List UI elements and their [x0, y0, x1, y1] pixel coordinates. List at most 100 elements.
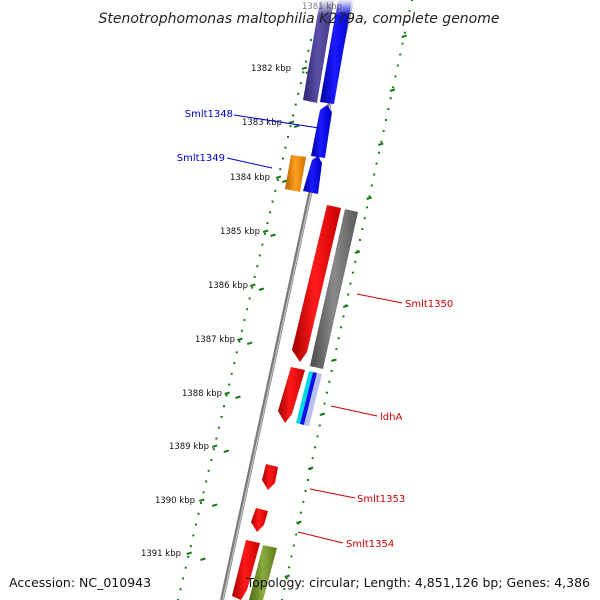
gene-label-ldha[interactable]: ldhA [380, 412, 402, 423]
guide-dot [311, 457, 314, 460]
guide-dot [299, 511, 302, 514]
guide-dot [276, 179, 279, 181]
guide-dot [294, 103, 297, 106]
guide-dot [380, 140, 383, 143]
guide-dot [356, 249, 359, 252]
gene-label-leaders [226, 114, 403, 544]
guide-dot [212, 448, 215, 451]
guide-dot [200, 502, 202, 505]
guide-dot [396, 64, 399, 67]
guide-dot [248, 297, 251, 300]
guide-dot [394, 75, 397, 78]
ruler-tick [223, 449, 230, 453]
guide-dot [385, 119, 387, 121]
guide-dot [297, 522, 300, 525]
gene-label-smlt1349[interactable]: Smlt1349 [177, 153, 225, 164]
guide-dot [307, 49, 310, 52]
ruler-tick [378, 142, 384, 146]
ruler-label: 1382 kbp [251, 64, 291, 74]
guide-dot [233, 362, 236, 365]
ruler-tick [250, 283, 256, 287]
gene-label-smlt1353[interactable]: Smlt1353 [357, 494, 405, 505]
guide-dot [299, 82, 302, 85]
guide-dot [363, 217, 366, 220]
guide-dot [330, 369, 333, 372]
guide-dot [202, 491, 205, 494]
cds-smlt1350 [292, 205, 341, 362]
feature-light-stripe [304, 373, 322, 426]
ruler-tick [235, 395, 241, 399]
ruler-tick [211, 444, 218, 448]
ruler-tick [200, 557, 206, 561]
feature-track [232, 0, 358, 600]
ruler-tick [224, 391, 230, 395]
feature-gray [310, 209, 358, 369]
guide-dot [403, 31, 406, 34]
ruler-tick [389, 88, 396, 92]
ruler-tick [301, 66, 308, 70]
ruler-tick [354, 250, 361, 254]
guide-dot [297, 92, 300, 95]
guide-dot [318, 424, 321, 427]
gene-label-smlt1350[interactable]: Smlt1350 [405, 299, 453, 310]
guide-dot [302, 71, 305, 74]
ruler-label: 1389 kbp [169, 442, 209, 452]
guide-dot [292, 544, 295, 547]
guide-dot [258, 254, 261, 257]
guide-dot [325, 391, 328, 394]
guide-dot [401, 42, 404, 45]
feature-orange [285, 155, 306, 192]
ruler-tick [186, 551, 192, 555]
ruler-label: 1391 kbp [141, 549, 181, 559]
guide-dot [359, 239, 361, 241]
gene-labels: Smlt1348 Smlt1349 Smlt1350 ldhA Smlt1353… [177, 109, 454, 550]
guide-dot [284, 146, 287, 149]
guide-dot [347, 293, 350, 296]
guide-dot [354, 260, 357, 263]
guide-dot [290, 555, 293, 558]
guide-dot [349, 282, 352, 285]
guide-dot [182, 577, 185, 580]
guide-dot [328, 380, 331, 383]
guide-dot [310, 39, 312, 41]
cds-forward-1 [320, 0, 352, 104]
guide-dot [285, 577, 288, 580]
cds-reverse-bottom [232, 540, 260, 600]
guide-dot [366, 206, 369, 209]
ruler-label: 1384 kbp [230, 173, 270, 183]
ruler-labels: 1382 kbp 1383 kbp 1384 kbp 1385 kbp 1386… [141, 64, 291, 559]
ruler-tick [296, 520, 302, 524]
topology-label: Topology: circular; Length: 4,851,126 bp… [246, 575, 590, 590]
guide-dot [323, 402, 326, 405]
guide-dot [235, 351, 238, 354]
gene-label-smlt1354[interactable]: Smlt1354 [346, 539, 394, 550]
ruler-tick [319, 412, 326, 416]
ruler-tick [284, 574, 290, 578]
guide-dot [289, 125, 292, 128]
feature-blue-stripe [300, 372, 317, 425]
ruler-tick [366, 196, 372, 200]
guide-dot [382, 129, 385, 132]
guide-dot [302, 500, 305, 503]
guide-dot [205, 480, 208, 483]
gene-label-smlt1348[interactable]: Smlt1348 [185, 109, 233, 120]
guide-dot [351, 271, 354, 274]
guide-dot [240, 329, 243, 332]
guide-dot [288, 566, 291, 569]
cds-smlt1353 [262, 464, 278, 490]
feature-purple [303, 0, 334, 103]
guide-dot [375, 162, 378, 165]
guide-dot [197, 512, 200, 515]
guide-dot [281, 157, 284, 160]
guide-dot [337, 337, 340, 340]
guide-dot [194, 523, 197, 526]
guide-dot [361, 228, 364, 231]
ruler-tick [270, 233, 276, 237]
guide-dot [279, 168, 282, 171]
cds-smlt1348 [311, 105, 332, 158]
feature-green [249, 545, 277, 600]
ruler-tick [342, 304, 349, 308]
guide-dot [264, 232, 266, 235]
guide-dot [316, 435, 319, 438]
guide-dot [251, 286, 254, 289]
